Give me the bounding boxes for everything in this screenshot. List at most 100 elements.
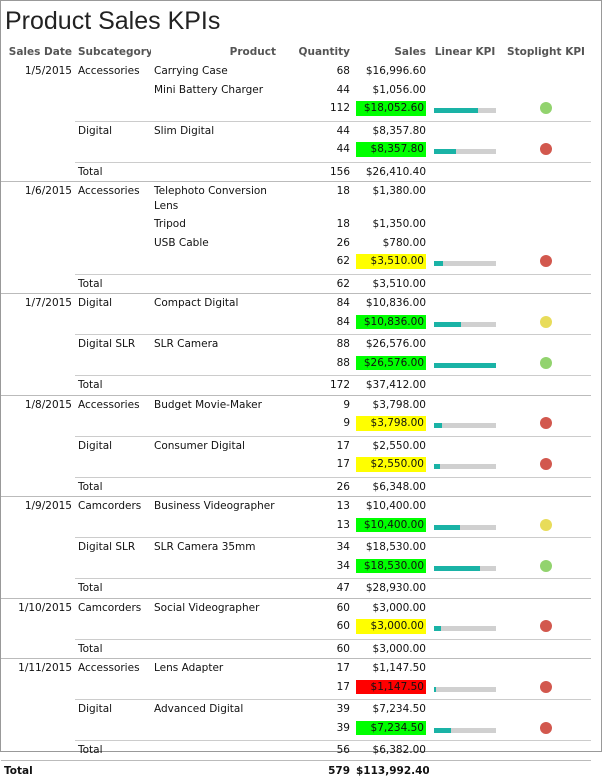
stoplight — [540, 721, 552, 734]
kpi-bar — [434, 321, 462, 327]
subtotal-row: 88 $26,576.00 — [1, 353, 591, 376]
kpi-track — [434, 321, 496, 327]
sales: $780.00 — [382, 236, 426, 249]
cell — [151, 477, 279, 497]
date-total-row: Total 62 $3,510.00 — [1, 274, 591, 294]
quantity: 62 — [279, 274, 353, 294]
subcategory: Digital — [78, 703, 113, 715]
sales-date — [1, 215, 75, 234]
cell — [151, 162, 279, 182]
subcategory: Digital SLR — [78, 338, 136, 350]
product: Business Videographer — [154, 500, 275, 512]
subtotal-row: 39 $7,234.50 — [1, 718, 591, 741]
quantity: 17 — [336, 662, 350, 674]
stoplight — [540, 458, 552, 470]
cell — [429, 395, 501, 414]
cell — [429, 121, 501, 140]
product: Budget Movie-Maker — [154, 398, 262, 411]
sales: $3,000.00 — [353, 639, 429, 659]
cell — [501, 234, 591, 253]
cell — [151, 252, 279, 275]
detail-row: 1/6/2015 Accessories Telephoto Conversion … — [1, 182, 591, 216]
stoplight — [540, 680, 552, 693]
cell — [501, 335, 591, 354]
cell — [151, 99, 279, 122]
kpi-track — [434, 686, 496, 692]
sales-date: 1/8/2015 — [24, 398, 72, 411]
subtotal-row: 60 $3,000.00 — [1, 617, 591, 640]
cell — [75, 353, 151, 376]
detail-row: 1/9/2015 Camcorders Business Videographer 1… — [1, 497, 591, 516]
subcategory: Digital — [78, 297, 113, 309]
kpi-bar — [434, 524, 461, 530]
sales: $10,836.00 — [365, 297, 426, 309]
subcategory: Digital — [78, 439, 113, 452]
cell — [429, 578, 501, 599]
subtotal-row: 84 $10,836.00 — [1, 312, 591, 335]
subcategory: Accessories — [78, 398, 140, 411]
cell — [1, 578, 75, 599]
cell — [429, 497, 501, 516]
quantity: 68 — [336, 65, 350, 77]
sales-highlight: $3,000.00 — [356, 619, 426, 634]
quantity: 60 — [279, 639, 353, 659]
sales-cell: $10,836.00 — [353, 312, 429, 335]
stoplight-cell — [501, 312, 591, 335]
subcategory: Digital SLR — [78, 541, 136, 553]
cell — [75, 718, 151, 741]
cell — [1, 354, 75, 376]
cell — [151, 455, 279, 478]
sales: $113,992.40 — [353, 759, 429, 780]
cell — [75, 515, 151, 538]
cell — [501, 215, 591, 234]
stoplight — [540, 102, 552, 114]
sales-highlight: $10,400.00 — [356, 517, 426, 532]
detail-row: Digital SLR SLR Camera 35mm 34 $18,530.00 — [1, 538, 591, 557]
kpi-bar — [434, 565, 480, 571]
stoplight-cell — [501, 515, 591, 538]
linear-kpi-cell — [429, 252, 501, 275]
kpi-bar — [434, 108, 479, 113]
kpi-track — [434, 727, 496, 733]
cell — [1, 455, 75, 477]
linear-kpi-cell — [429, 414, 501, 437]
subcategory: Accessories — [78, 185, 140, 197]
stoplight-cell — [501, 677, 591, 700]
cell — [75, 617, 151, 640]
sales: $37,412.00 — [353, 375, 429, 396]
quantity: 56 — [279, 740, 353, 761]
quantity: 112 — [279, 99, 353, 122]
column-header: Linear KPI — [434, 46, 496, 58]
column-header: Sales Date — [8, 46, 72, 58]
date-total-row: Total 156 $26,410.40 — [1, 162, 591, 182]
stoplight — [540, 518, 552, 531]
cell — [1, 252, 75, 274]
stoplight-cell — [501, 556, 591, 579]
cell — [75, 414, 151, 437]
sales: $26,576.00 — [365, 338, 426, 350]
linear-kpi-cell — [429, 140, 501, 163]
subtotal-row: 9 $3,798.00 — [1, 414, 591, 437]
column-header: Subcategory — [78, 46, 151, 58]
subtotal-row: 62 $3,510.00 — [1, 252, 591, 275]
cell — [429, 598, 501, 617]
cell — [75, 252, 151, 275]
cell — [75, 455, 151, 478]
linear-kpi-cell — [429, 99, 501, 122]
sales-date: 1/6/2015 — [24, 185, 72, 197]
sales-cell: $3,510.00 — [353, 252, 429, 275]
quantity: 60 — [279, 617, 353, 640]
kpi-track — [434, 149, 496, 154]
linear-kpi-cell — [429, 353, 501, 376]
column-header: Product — [229, 46, 276, 58]
cell — [501, 436, 591, 455]
cell — [501, 538, 591, 557]
sales-date — [1, 121, 75, 140]
product: SLR Camera — [154, 338, 219, 350]
quantity: 17 — [279, 455, 353, 478]
kpi-track — [434, 565, 496, 571]
cell — [429, 162, 501, 182]
quantity: 34 — [279, 556, 353, 579]
cell — [151, 414, 279, 437]
